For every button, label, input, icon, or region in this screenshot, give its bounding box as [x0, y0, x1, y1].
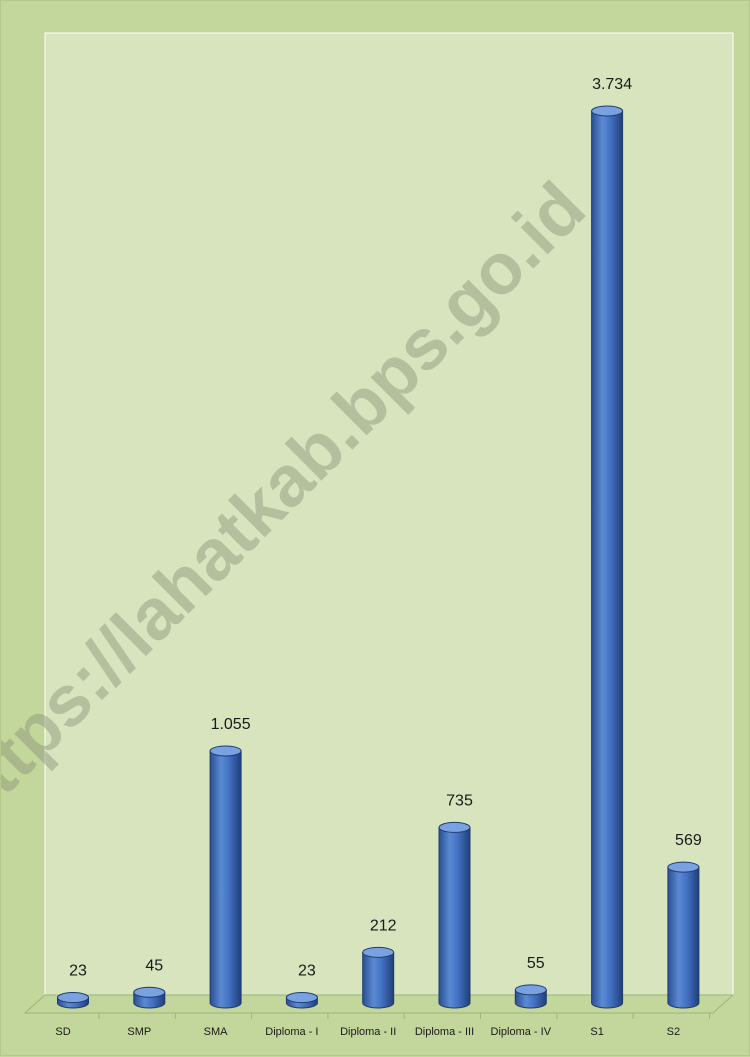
bar-top [285, 992, 318, 1004]
plot-back-wall [44, 32, 734, 996]
bar-top [57, 992, 89, 1004]
value-label: 23 [69, 963, 87, 980]
bar-top [438, 821, 471, 833]
bar-5 [362, 946, 395, 1009]
bar-9 [667, 861, 700, 1009]
value-label: 55 [527, 955, 545, 972]
bar-body [209, 750, 242, 1009]
value-label: 212 [370, 917, 397, 934]
bar-top [362, 946, 395, 958]
bar-6 [438, 821, 471, 1009]
bar-top [667, 861, 700, 873]
bar-4 [285, 992, 318, 1009]
bar-1 [57, 992, 89, 1009]
bar-body [438, 826, 471, 1009]
category-label: SD [55, 1026, 70, 1038]
value-label: 3.734 [592, 76, 632, 93]
category-label: SMA [204, 1026, 229, 1038]
value-label: 569 [675, 832, 702, 849]
value-label: 1.055 [211, 716, 251, 733]
bar-8 [591, 105, 624, 1009]
bar-3 [209, 745, 242, 1009]
bar-top [133, 986, 166, 998]
bar-7 [514, 984, 547, 1009]
bar-body [591, 110, 624, 1009]
category-label: S1 [590, 1026, 603, 1038]
bar-top [209, 745, 242, 757]
bar-2 [133, 986, 166, 1009]
category-label: S2 [667, 1026, 680, 1038]
category-label: Diploma - I [265, 1026, 318, 1038]
category-label: SMP [127, 1026, 151, 1038]
category-label: Diploma - IV [491, 1026, 552, 1038]
bar-top [514, 984, 547, 996]
bar-top [591, 105, 624, 117]
category-label: Diploma - II [340, 1026, 396, 1038]
value-label: 23 [298, 963, 316, 980]
bar-body [362, 951, 395, 1009]
bar-body [667, 866, 700, 1009]
category-label: Diploma - III [415, 1026, 474, 1038]
value-label: 45 [145, 957, 163, 974]
value-label: 735 [446, 792, 473, 809]
